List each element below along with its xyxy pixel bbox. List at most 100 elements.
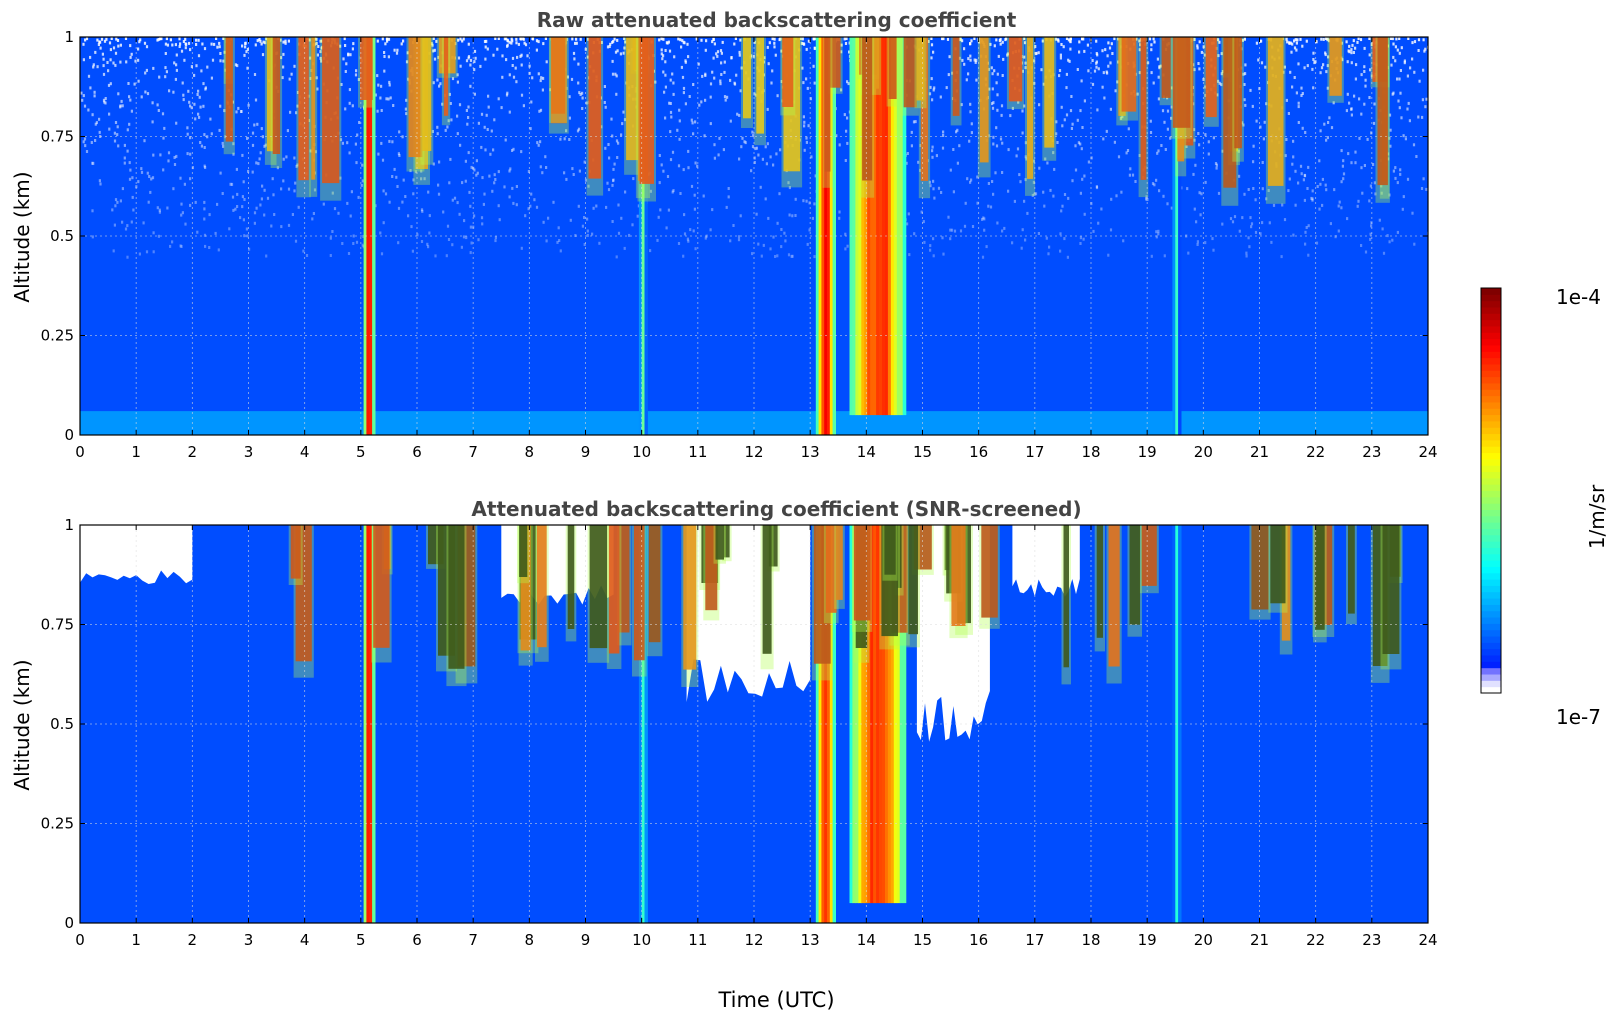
x-tick-label: 22 bbox=[1306, 931, 1325, 949]
colorbar-swatch bbox=[1481, 313, 1501, 321]
colorbar-swatch bbox=[1481, 465, 1501, 473]
cloud-patches bbox=[223, 37, 1390, 206]
colorbar-swatch bbox=[1481, 534, 1501, 542]
x-axis-label: Time (UTC) bbox=[718, 988, 835, 1012]
x-tick-label: 10 bbox=[632, 443, 651, 461]
colorbar-swatch bbox=[1481, 471, 1501, 479]
screened-region bbox=[916, 525, 990, 742]
colorbar-swatch bbox=[1481, 686, 1501, 694]
colorbar-swatch bbox=[1481, 344, 1501, 352]
colorbar-swatch bbox=[1481, 376, 1501, 384]
colorbar-swatch bbox=[1481, 528, 1501, 536]
y-tick-label: 0.25 bbox=[41, 327, 74, 345]
colorbar-swatch bbox=[1481, 332, 1501, 340]
x-tick-label: 12 bbox=[744, 443, 763, 461]
colorbar-swatch bbox=[1481, 629, 1501, 637]
x-tick-label: 2 bbox=[188, 931, 198, 949]
x-tick-label: 5 bbox=[356, 931, 366, 949]
colorbar-swatch bbox=[1481, 370, 1501, 378]
y-tick-label: 0 bbox=[64, 426, 74, 444]
x-tick-label: 17 bbox=[1025, 443, 1044, 461]
x-tick-label: 14 bbox=[857, 931, 876, 949]
colorbar-swatch bbox=[1481, 547, 1501, 555]
colorbar-swatch bbox=[1481, 382, 1501, 390]
x-tick-label: 5 bbox=[356, 443, 366, 461]
colorbar-swatch bbox=[1481, 515, 1501, 523]
x-tick-label: 1 bbox=[131, 931, 141, 949]
x-tick-label: 16 bbox=[969, 931, 988, 949]
x-tick-label: 24 bbox=[1418, 931, 1437, 949]
panel-raw: 0 1 2 3 4 5 6 7 8 9 10 11 12 13 14 15 16 17 18 19 20 21 22 23 24… bbox=[41, 28, 1438, 461]
noise-speckle bbox=[80, 37, 1428, 259]
panel1-title: Raw attenuated backscattering coefficien… bbox=[536, 8, 1017, 32]
colorbar-swatch bbox=[1481, 414, 1501, 422]
colorbar-swatch bbox=[1481, 541, 1501, 548]
colorbar-swatch bbox=[1481, 623, 1501, 631]
x-tick-label: 17 bbox=[1025, 931, 1044, 949]
y-tick-label: 0.75 bbox=[41, 616, 74, 634]
x-tick-label: 15 bbox=[913, 931, 932, 949]
colorbar-swatch bbox=[1481, 655, 1501, 662]
colorbar-swatch bbox=[1481, 636, 1501, 643]
x-tick-label: 4 bbox=[300, 443, 310, 461]
x-tick-label: 11 bbox=[688, 443, 707, 461]
x-tick-label: 9 bbox=[581, 931, 591, 949]
colorbar-min-label: 1e-7 bbox=[1556, 705, 1601, 729]
x-tick-label: 21 bbox=[1250, 443, 1269, 461]
x-tick-label: 15 bbox=[913, 443, 932, 461]
x-tick-label: 20 bbox=[1194, 443, 1213, 461]
x-tick-label: 8 bbox=[525, 443, 535, 461]
colorbar-swatch bbox=[1481, 395, 1501, 403]
colorbar-swatch bbox=[1481, 433, 1501, 441]
colorbar-swatch bbox=[1481, 604, 1501, 612]
colorbar-swatch bbox=[1481, 389, 1501, 397]
colorbar-swatch bbox=[1481, 591, 1501, 599]
panel2-title: Attenuated backscattering coefficient (S… bbox=[471, 497, 1082, 521]
x-tick-label: 4 bbox=[300, 931, 310, 949]
colorbar-swatch bbox=[1481, 401, 1501, 409]
y-tick-label: 1 bbox=[64, 516, 74, 534]
colorbar-swatch bbox=[1481, 477, 1501, 485]
colorbar-swatch bbox=[1481, 294, 1501, 302]
colorbar-swatch bbox=[1481, 484, 1501, 491]
x-tick-label: 6 bbox=[412, 931, 422, 949]
colorbar-swatch bbox=[1481, 648, 1501, 656]
x-tick-label: 2 bbox=[188, 443, 198, 461]
x-tick-label: 24 bbox=[1418, 443, 1437, 461]
x-tick-label: 0 bbox=[75, 443, 85, 461]
cloud-patches bbox=[288, 525, 1403, 687]
x-tick-label: 22 bbox=[1306, 443, 1325, 461]
colorbar-swatch bbox=[1481, 408, 1501, 416]
grid bbox=[80, 37, 1428, 435]
x-tick-label: 11 bbox=[688, 931, 707, 949]
colorbar-swatch bbox=[1481, 598, 1501, 605]
colorbar-swatch bbox=[1481, 496, 1501, 504]
colorbar bbox=[1480, 287, 1502, 694]
x-tick-label: 18 bbox=[1081, 443, 1100, 461]
colorbar-swatch bbox=[1481, 642, 1501, 650]
x-tick-label: 1 bbox=[131, 443, 141, 461]
colorbar-swatch bbox=[1481, 288, 1501, 295]
colorbar-swatch bbox=[1481, 610, 1501, 618]
x-tick-label: 18 bbox=[1081, 931, 1100, 949]
colorbar-swatch bbox=[1481, 363, 1501, 371]
colorbar-swatch bbox=[1481, 667, 1501, 675]
colorbar-max-label: 1e-4 bbox=[1556, 285, 1601, 309]
x-tick-label: 19 bbox=[1138, 931, 1157, 949]
colorbar-swatch bbox=[1481, 446, 1501, 454]
y-tick-label: 0.5 bbox=[50, 715, 74, 733]
colorbar-swatch bbox=[1481, 319, 1501, 327]
colorbar-unit-label: 1/m/sr bbox=[1585, 484, 1610, 550]
colorbar-swatch bbox=[1481, 503, 1501, 510]
colorbar-swatch bbox=[1481, 357, 1501, 365]
grid bbox=[80, 525, 1428, 923]
colorbar-swatch bbox=[1481, 427, 1501, 435]
colorbar-swatch bbox=[1481, 452, 1501, 460]
colorbar-swatch bbox=[1481, 553, 1501, 561]
x-tick-label: 20 bbox=[1194, 931, 1213, 949]
colorbar-swatch bbox=[1481, 338, 1501, 346]
x-tick-label: 13 bbox=[801, 443, 820, 461]
x-tick-label: 19 bbox=[1138, 443, 1157, 461]
x-tick-label: 21 bbox=[1250, 931, 1269, 949]
